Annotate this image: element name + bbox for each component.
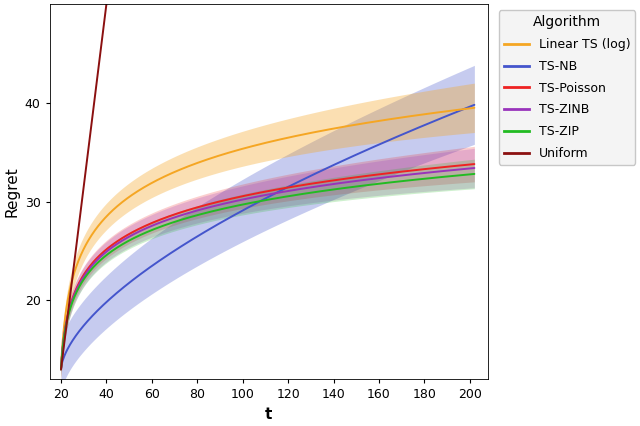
Y-axis label: Regret: Regret (4, 166, 19, 217)
Legend: Linear TS (log), TS-NB, TS-Poisson, TS-ZINB, TS-ZIP, Uniform: Linear TS (log), TS-NB, TS-Poisson, TS-Z… (499, 10, 636, 165)
X-axis label: t: t (265, 407, 273, 422)
